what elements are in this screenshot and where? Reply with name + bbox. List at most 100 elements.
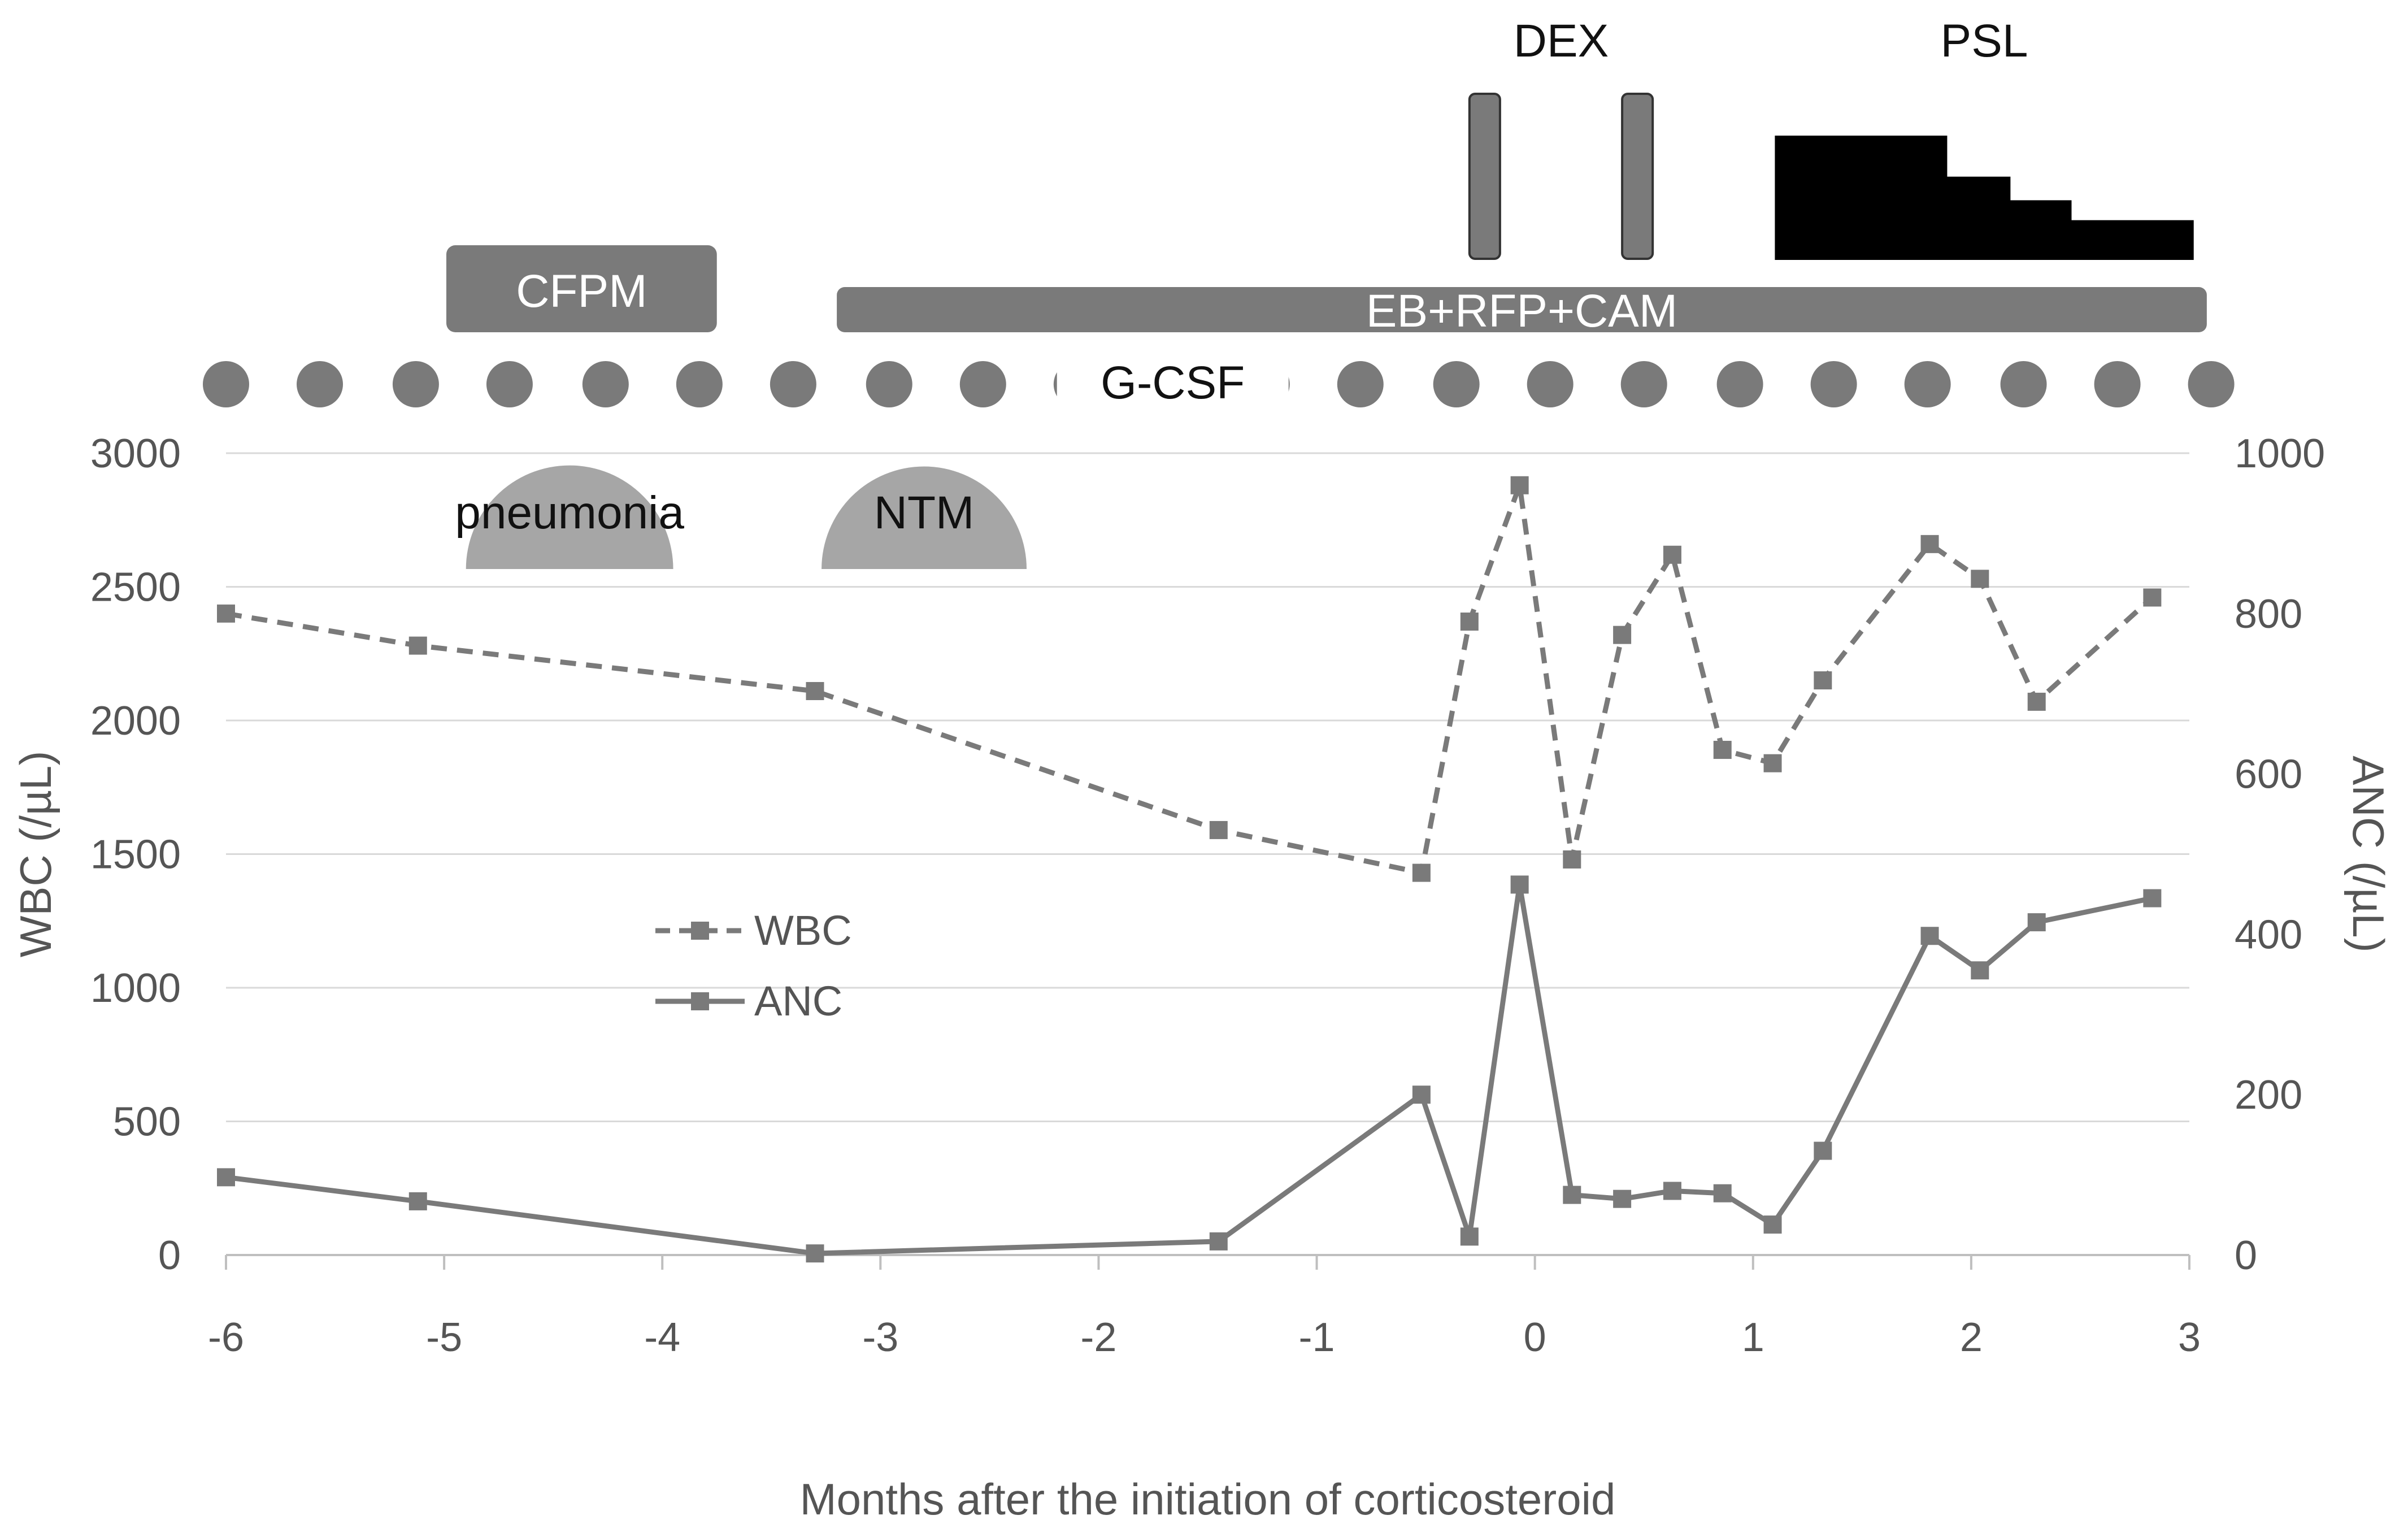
anc-point [1563, 1186, 1581, 1204]
anc-point [1412, 1086, 1431, 1104]
y-right-tick-label: 1000 [2235, 431, 2325, 476]
anc-point [1460, 1227, 1479, 1246]
wbc-point [1971, 570, 1989, 588]
anc-point [1613, 1189, 1632, 1208]
wbc-point [2143, 588, 2162, 607]
x-tick-label: -5 [426, 1315, 462, 1360]
anc-line [225, 882, 2153, 1256]
anc-point [2143, 889, 2162, 908]
wbc-point [1814, 671, 1832, 690]
treatment-timeline: G-CSF CFPM EB+RFP+CAM DEX PSL [203, 15, 2235, 414]
wbc-point [806, 681, 824, 700]
event-label-1: NTM [874, 487, 975, 539]
x-tick-label: 1 [1742, 1315, 1764, 1360]
gcsf-dose-dot [1810, 361, 1857, 407]
y-axis-right-title: ANC (/µL) [2344, 756, 2393, 952]
dex-pulses [1468, 93, 1654, 260]
x-tick-label: -4 [644, 1315, 680, 1360]
clinical-events: pneumonia NTM [455, 465, 1027, 569]
gcsf-dose-dot [1337, 361, 1384, 407]
y-right-tick-label: 400 [2235, 912, 2302, 957]
gcsf-dose-dot [203, 361, 249, 407]
y-right-tick-label: 0 [2235, 1233, 2257, 1278]
eb-rfp-cam-label: EB+RFP+CAM [1366, 285, 1677, 337]
gcsf-dose-dot [1433, 361, 1480, 407]
wbc-point [408, 636, 427, 655]
gcsf-dose-dot [486, 361, 533, 407]
gcsf-dose-dot [582, 361, 629, 407]
anc-point [2027, 913, 2046, 932]
y-left-tick-label: 3000 [90, 431, 181, 476]
gcsf-dose-dot [1904, 361, 1951, 407]
psl-label: PSL [1941, 15, 2028, 67]
gcsf-dose-dot [297, 361, 344, 407]
wbc-point [1412, 863, 1431, 882]
anc-point [1663, 1182, 1681, 1200]
anc-point [1209, 1232, 1228, 1251]
wbc-point [1613, 626, 1632, 644]
gcsf-dose-dot [1620, 361, 1667, 407]
gcsf-dose-dot [866, 361, 912, 407]
event-label-0: pneumonia [455, 487, 684, 539]
wbc-point [1510, 476, 1529, 494]
wbc-point [1663, 545, 1681, 564]
y-left-tick-label: 2500 [90, 565, 181, 610]
y-left-tick-label: 1000 [90, 966, 181, 1011]
gcsf-dose-dot [2000, 361, 2047, 407]
dex-pulse-bar [1621, 93, 1654, 260]
x-axis-title: Months after the initiation of corticost… [800, 1474, 1616, 1524]
anc-point [408, 1192, 427, 1210]
y-right-tick-label: 800 [2235, 592, 2302, 637]
eb-rfp-cam-bar [837, 287, 2207, 332]
wbc-point [1763, 754, 1782, 772]
anc-point [217, 1168, 235, 1187]
x-tick-label: -6 [208, 1315, 244, 1360]
x-tick-label: 2 [1960, 1315, 1983, 1360]
dex-label: DEX [1514, 15, 1609, 67]
legend-wbc-label: WBC [754, 907, 852, 954]
y-left-tick-label: 500 [113, 1100, 181, 1145]
grid-lines [226, 452, 2189, 1122]
wbc-point [2027, 692, 2046, 711]
y-axis-left-title: WBC (/µL) [11, 751, 60, 958]
series [217, 476, 2162, 1263]
wbc-point [1920, 535, 1939, 553]
x-tick-label: -2 [1080, 1315, 1116, 1360]
gcsf-dose-dot [770, 361, 816, 407]
event-dome-1 [821, 466, 1027, 569]
gcsf-label-background [1057, 354, 1289, 414]
y-left-tick-label: 0 [158, 1233, 181, 1278]
event-dome-0 [466, 465, 673, 569]
gcsf-dose-dot [2094, 361, 2141, 407]
anc-point [1713, 1184, 1732, 1202]
gcsf-dose-dot [959, 361, 1006, 407]
gcsf-dose-dot [2188, 361, 2235, 407]
anc-point [1814, 1141, 1832, 1160]
wbc-point [1713, 741, 1732, 759]
wbc-point [1209, 820, 1228, 839]
gcsf-label: G-CSF [1101, 357, 1245, 409]
anc-point [1920, 927, 1939, 945]
cfpm-bar [446, 245, 717, 332]
x-tick-label: -1 [1299, 1315, 1335, 1360]
gcsf-dose-dot [676, 361, 723, 407]
y-right-tick-label: 600 [2235, 752, 2302, 797]
anc-point [1971, 961, 1989, 980]
legend-wbc-marker [691, 922, 709, 940]
psl-dose-steps [1775, 136, 2194, 260]
anc-point [806, 1244, 824, 1263]
cfpm-label: CFPM [516, 266, 647, 317]
x-tick-label: -3 [862, 1315, 898, 1360]
anc-point [1510, 875, 1529, 894]
anc-point [1763, 1215, 1782, 1234]
wbc-point [1460, 612, 1479, 631]
legend-anc-label: ANC [754, 978, 842, 1024]
axes: -6 -5 -4 -3 -2 -1 0 1 2 3050010001500200025003000… [90, 431, 2325, 1360]
x-tick-label: 3 [2178, 1315, 2201, 1360]
gcsf-dose-dot [1716, 361, 1763, 407]
legend-anc-marker [691, 992, 709, 1010]
wbc-point [1563, 850, 1581, 869]
y-right-tick-label: 200 [2235, 1073, 2302, 1118]
legend: WBC ANC [655, 907, 852, 1024]
